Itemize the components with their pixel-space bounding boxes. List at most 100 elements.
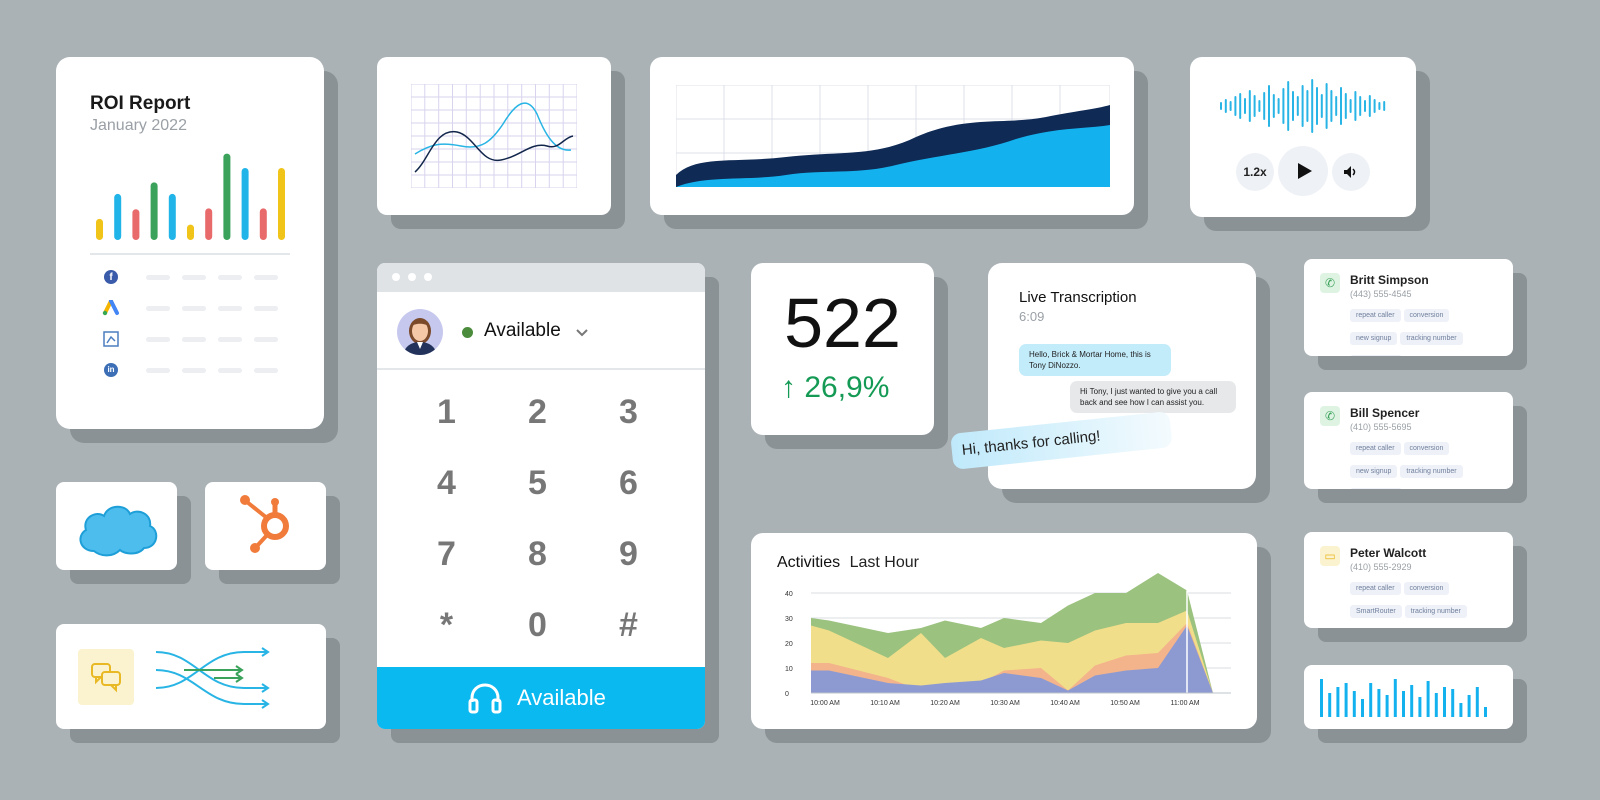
- mini-bar: [1467, 695, 1471, 717]
- roi-subtitle: January 2022: [90, 117, 187, 134]
- mini-bar: [1320, 679, 1323, 717]
- stat-change-value: 26,9%: [804, 371, 890, 404]
- keypad-key[interactable]: 4: [437, 464, 456, 502]
- mini-bar: [1352, 691, 1356, 717]
- keypad-key[interactable]: 2: [528, 393, 547, 431]
- keypad-key[interactable]: 5: [528, 464, 547, 502]
- transcription-time: 6:09: [1019, 309, 1045, 324]
- mini-bar: [1475, 687, 1479, 717]
- mini-bar: [1426, 681, 1430, 717]
- play-button[interactable]: [1278, 146, 1328, 196]
- roi-bar: [241, 168, 249, 240]
- roi-source-list: f in: [102, 269, 292, 393]
- x-tick-label: 10:10 AM: [870, 700, 900, 707]
- routing-arrows-icon: [155, 647, 270, 709]
- contact-tag: conversion: [1403, 442, 1450, 455]
- roi-bar: [259, 208, 267, 240]
- roi-bar: [223, 153, 231, 240]
- hubspot-icon: [240, 495, 289, 553]
- contact-name: Britt Simpson: [1350, 273, 1429, 287]
- roi-bar: [205, 208, 213, 240]
- keypad-key[interactable]: #: [619, 606, 638, 644]
- area-series-0: [811, 625, 1213, 693]
- dialer-divider: [377, 368, 705, 370]
- volume-icon: [1344, 166, 1356, 178]
- arrow-up-icon: ↑: [781, 371, 796, 404]
- contact-tag: new signup: [1350, 332, 1398, 345]
- contact-card[interactable]: ✆ Bill Spencer (410) 555-5695 repeat caller…: [1304, 392, 1513, 489]
- status-dot: [462, 327, 473, 338]
- phone-icon: ✆: [1320, 273, 1340, 293]
- mini-bar: [1443, 687, 1446, 717]
- contact-tag: repeat caller: [1350, 582, 1401, 595]
- mini-bar: [1410, 685, 1414, 717]
- playback-speed-button[interactable]: 1.2x: [1236, 153, 1274, 191]
- contact-tag: repeat caller: [1350, 442, 1401, 455]
- roi-bar: [278, 168, 285, 240]
- mini-bar: [1385, 695, 1389, 717]
- cloud-icon: [79, 505, 158, 557]
- dialer-card: Available 1 2 3 4 5 6 7 8 9 * 0 # Available: [377, 263, 705, 729]
- source-row: in: [102, 362, 292, 393]
- stat-value: 522: [784, 284, 901, 362]
- roi-bar: [150, 182, 158, 240]
- x-tick-label: 10:40 AM: [1050, 700, 1080, 707]
- keypad-key[interactable]: 7: [437, 535, 456, 573]
- contact-tag: SmartRouter: [1350, 355, 1402, 356]
- keypad-key[interactable]: *: [439, 606, 454, 644]
- contact-tags: repeat caller conversion new signup trackin…: [1350, 437, 1500, 489]
- contact-tag: SmartRouter: [1350, 488, 1402, 489]
- y-tick-label: 10: [785, 666, 793, 673]
- roi-bar: [96, 218, 103, 240]
- transcription-title: Live Transcription: [1019, 289, 1137, 306]
- status-selector[interactable]: Available: [484, 320, 604, 346]
- activities-card: Activities Last Hour 0 10 20 30 40 10:00 AM 10…: [751, 533, 1257, 729]
- keypad-key[interactable]: 6: [619, 464, 638, 502]
- contact-tag: conversion: [1403, 582, 1450, 595]
- x-tick-label: 10:00 AM: [810, 700, 840, 707]
- mini-bar: [1377, 689, 1381, 717]
- status-label: Available: [484, 320, 561, 341]
- contact-tag: new signup: [1350, 465, 1398, 478]
- keypad-key[interactable]: 3: [619, 393, 638, 431]
- roi-bar: [132, 209, 140, 240]
- contact-tag: tracking number: [1400, 465, 1463, 478]
- keypad-key[interactable]: 1: [437, 393, 456, 431]
- mini-bar: [1402, 691, 1405, 717]
- available-footer-button[interactable]: Available: [377, 667, 705, 729]
- contact-name: Bill Spencer: [1350, 406, 1420, 420]
- hubspot-card: [205, 482, 326, 570]
- source-row: [102, 300, 292, 331]
- roi-bar: [168, 193, 176, 240]
- contact-card[interactable]: ▭ Peter Walcott (410) 555-2929 repeat calle…: [1304, 532, 1513, 628]
- contact-card[interactable]: ✆ Britt Simpson (443) 555-4545 repeat calle…: [1304, 259, 1513, 356]
- keypad-key[interactable]: 0: [528, 606, 547, 644]
- google-ads-icon: [102, 300, 119, 316]
- mini-bar: [1328, 693, 1332, 717]
- routing-card: [56, 624, 326, 729]
- stat-change: ↑ 26,9%: [781, 371, 889, 405]
- contact-phone: (410) 555-5695: [1350, 422, 1412, 432]
- mini-bars-card: [1304, 665, 1513, 729]
- activities-title: Activities Last Hour: [777, 554, 919, 572]
- mini-bar-chart: [1320, 679, 1487, 717]
- roi-report-card: ROI Report January 2022 f in: [56, 57, 324, 429]
- mini-bar: [1418, 697, 1422, 717]
- contact-phone: (410) 555-2929: [1350, 562, 1412, 572]
- salesforce-card: [56, 482, 177, 570]
- report-icon: [103, 331, 119, 347]
- contact-tag: SmartRouter: [1350, 605, 1402, 618]
- chat-icon: [91, 663, 121, 693]
- headset-icon: [468, 683, 502, 714]
- keypad: 1 2 3 4 5 6 7 8 9 * 0 #: [401, 383, 681, 667]
- volume-button[interactable]: [1332, 153, 1370, 191]
- contact-tag: tracking number: [1404, 605, 1467, 618]
- chat-icon-tile: [78, 649, 134, 705]
- mini-bar: [1434, 693, 1438, 717]
- keypad-key[interactable]: 9: [619, 535, 638, 573]
- mini-bar: [1344, 683, 1348, 717]
- roi-divider: [90, 253, 290, 255]
- keypad-key[interactable]: 8: [528, 535, 547, 573]
- mini-bar: [1369, 683, 1373, 717]
- mini-bar: [1459, 703, 1463, 717]
